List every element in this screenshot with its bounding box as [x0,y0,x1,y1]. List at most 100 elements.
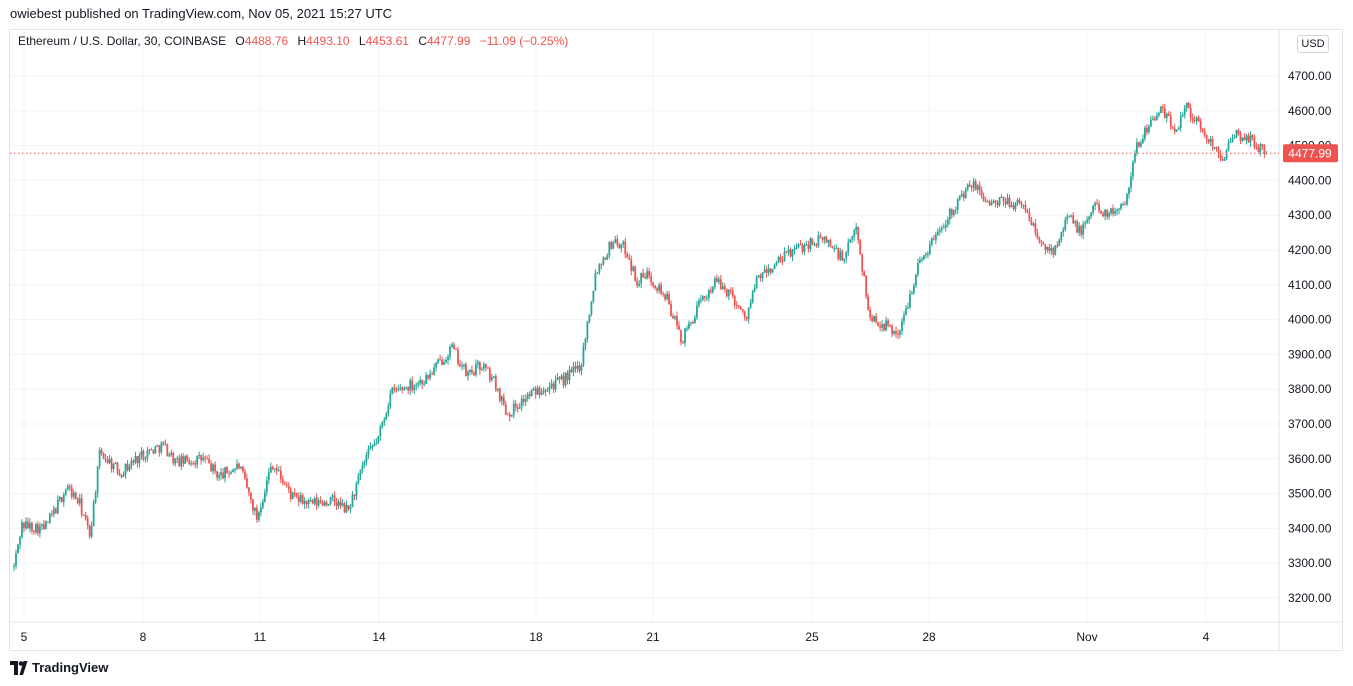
candle [1016,198,1019,207]
candle [82,514,85,516]
candle [558,376,561,384]
candle [928,240,931,256]
candle [711,285,714,294]
candle [1191,113,1194,124]
candle [335,497,338,511]
candle [1036,228,1039,240]
candle [196,455,199,469]
candle [457,346,459,367]
candle [847,238,850,257]
candle [650,271,653,287]
candle [1104,209,1106,221]
candle [263,488,266,504]
candle [178,454,181,467]
candle [283,481,286,485]
candle [44,520,47,530]
candle [580,363,583,376]
candle [106,456,109,465]
candle [1223,156,1226,162]
candle [865,275,868,299]
candle [130,457,133,470]
candle [731,287,734,299]
footer-brand[interactable]: TradingView [10,660,108,675]
candle [184,455,187,465]
candle [198,451,201,460]
candle [853,228,856,242]
candle [532,387,535,391]
candle [490,373,493,382]
candle [775,260,778,267]
currency-unit-button[interactable]: USD [1297,35,1329,53]
candle [926,251,929,259]
candle [494,373,497,392]
candle [781,256,784,265]
y-tick-label: 4200.00 [1288,243,1332,257]
candle [598,263,601,275]
candle [630,255,633,276]
candle [325,500,328,507]
y-tick-label: 3200.00 [1288,591,1332,605]
close-label: C [418,34,427,48]
candle [459,359,461,368]
candle [480,366,483,371]
candle [1058,238,1061,247]
candle [1028,207,1031,222]
candle [1217,146,1220,159]
candle [488,366,491,383]
candle [972,177,975,192]
candle [1247,132,1250,143]
candle [486,366,489,369]
symbol-label: Ethereum / U.S. Dollar, 30, COINBASE [18,34,227,48]
candle [664,293,666,302]
candle [602,256,605,266]
candle [713,276,716,290]
candle [236,459,238,470]
candle [1048,243,1051,255]
candle [1151,115,1154,121]
candle [751,289,754,304]
candle [831,245,834,249]
candle [413,384,416,395]
candle [863,269,866,277]
candle [1056,241,1059,249]
candle [397,384,400,392]
candle [785,251,788,254]
candle [1118,207,1120,215]
candle [1096,198,1099,205]
y-tick-label: 3800.00 [1288,382,1332,396]
candle [540,388,543,396]
candle [568,365,571,385]
candle [289,486,292,502]
candle [108,454,111,465]
candle [1026,208,1029,214]
candle [21,519,23,539]
candle [686,325,688,332]
candle [250,492,252,504]
candle [544,388,547,397]
candle [825,235,828,243]
candle [919,256,921,264]
candle [238,462,240,470]
candle [341,499,344,507]
x-tick-label: 5 [21,630,28,644]
candle [339,497,342,510]
candle [1010,201,1013,208]
candle [779,253,782,263]
candle [1076,219,1079,234]
candle [132,459,135,466]
candle [317,497,320,508]
candle [1002,196,1005,207]
candle [309,496,312,503]
candle [783,247,786,262]
candle [998,197,1001,208]
candle [534,385,537,399]
candle [889,324,891,327]
candle [1163,103,1166,119]
candle [761,272,764,282]
candle [425,371,428,385]
candle [1231,134,1234,143]
candle [715,274,718,283]
candle [815,243,818,248]
candle [566,370,569,385]
